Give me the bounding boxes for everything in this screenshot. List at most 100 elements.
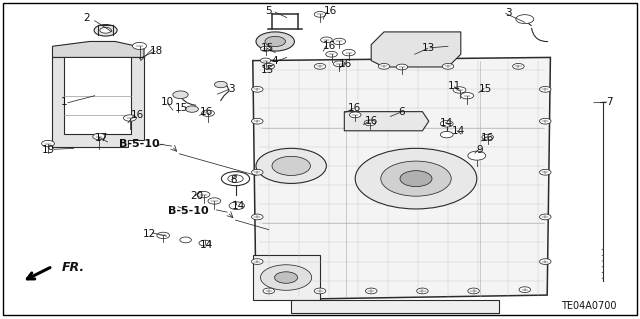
Circle shape [461,93,474,99]
Text: 7: 7 [606,97,612,107]
Circle shape [333,61,345,67]
Circle shape [260,58,271,63]
Text: 15: 15 [175,103,188,114]
Circle shape [417,288,428,294]
Circle shape [540,259,551,264]
Circle shape [355,148,477,209]
Text: 3: 3 [228,84,235,94]
Circle shape [516,15,534,24]
Circle shape [208,198,221,204]
Text: B-5-10: B-5-10 [119,139,160,149]
Text: 11: 11 [448,81,461,91]
Polygon shape [371,32,461,67]
Circle shape [42,140,54,147]
Circle shape [132,42,147,49]
Circle shape [199,240,211,246]
Text: 17: 17 [95,133,108,143]
Circle shape [252,214,263,220]
Text: 16: 16 [339,59,352,69]
Circle shape [540,169,551,175]
Circle shape [214,81,227,88]
Circle shape [400,171,432,187]
Circle shape [326,51,337,57]
Circle shape [157,232,170,239]
Text: 13: 13 [422,43,435,53]
Circle shape [321,37,332,43]
Text: 14: 14 [200,240,212,250]
Text: 14: 14 [452,126,465,137]
Circle shape [180,237,191,243]
Circle shape [314,63,326,69]
Circle shape [100,27,111,33]
Text: 3: 3 [506,8,512,18]
Circle shape [252,86,263,92]
Text: 15: 15 [479,84,492,94]
Polygon shape [253,255,320,300]
Text: FR.: FR. [62,262,85,274]
Circle shape [252,169,263,175]
Circle shape [260,265,312,290]
Text: 16: 16 [324,6,337,16]
Text: 5: 5 [266,6,272,16]
Circle shape [482,134,493,140]
Circle shape [519,287,531,293]
Circle shape [229,202,244,210]
Text: 16: 16 [200,107,212,117]
Text: 15: 15 [261,43,274,53]
Text: 14: 14 [232,201,244,211]
Text: 8: 8 [230,175,237,185]
Circle shape [197,191,210,198]
Circle shape [314,288,326,294]
Circle shape [453,87,466,93]
Polygon shape [253,57,550,300]
Polygon shape [344,112,429,131]
Text: 20: 20 [191,191,204,201]
Circle shape [364,120,376,126]
Circle shape [342,49,355,56]
Circle shape [124,115,136,121]
Text: 2: 2 [83,12,90,23]
Polygon shape [291,300,499,313]
Text: 16: 16 [323,41,335,51]
Circle shape [314,11,326,17]
Circle shape [378,63,390,69]
Polygon shape [52,41,144,57]
Circle shape [256,148,326,183]
Text: 16: 16 [365,116,378,126]
Circle shape [228,175,243,182]
Circle shape [186,106,198,112]
Text: B-5-10: B-5-10 [168,205,209,216]
Circle shape [442,63,454,69]
Circle shape [540,118,551,124]
Text: 10: 10 [161,97,174,107]
Circle shape [333,38,346,45]
Text: 9: 9 [477,145,483,155]
Circle shape [513,63,524,69]
Text: 4: 4 [272,56,278,66]
Text: 6: 6 [399,107,405,117]
Circle shape [263,288,275,294]
Text: 16: 16 [131,110,144,120]
Text: 18: 18 [150,46,163,56]
Circle shape [94,25,117,36]
Circle shape [540,86,551,92]
Circle shape [221,172,250,186]
Circle shape [263,63,275,69]
Polygon shape [52,57,144,147]
Circle shape [440,121,453,127]
Circle shape [265,36,285,47]
Text: 14: 14 [440,118,453,128]
Circle shape [93,133,106,140]
Circle shape [396,64,408,70]
Circle shape [275,272,298,283]
Circle shape [202,110,214,116]
Circle shape [252,259,263,264]
Text: 19: 19 [42,145,54,155]
Circle shape [381,161,451,196]
Text: 12: 12 [143,228,156,239]
Text: 16: 16 [348,103,361,114]
Circle shape [256,32,294,51]
Circle shape [468,288,479,294]
Circle shape [365,288,377,294]
Circle shape [272,156,310,175]
